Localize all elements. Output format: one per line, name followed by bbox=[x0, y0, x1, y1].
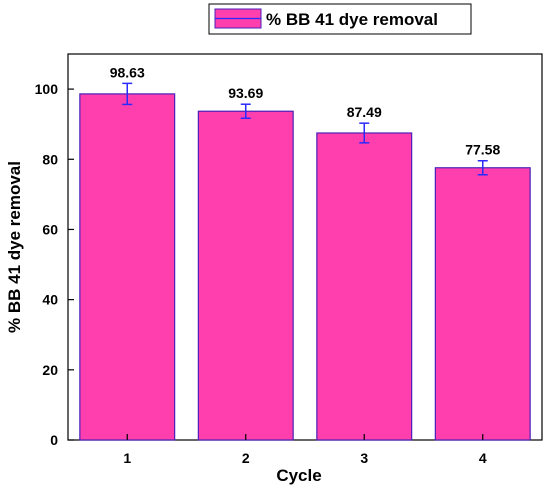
legend: % BB 41 dye removal bbox=[208, 3, 472, 35]
bar-cycle-1 bbox=[79, 93, 176, 441]
x-axis: 1 2 3 4 bbox=[123, 434, 487, 466]
bar-cycle-3 bbox=[316, 132, 413, 441]
data-label-cycle-3: 87.49 bbox=[347, 104, 382, 120]
y-tick-label-60: 60 bbox=[42, 221, 58, 237]
y-axis-title: % BB 41 dye removal bbox=[5, 161, 24, 333]
bars: 98.63 93.69 87.49 77.58 bbox=[79, 64, 531, 441]
y-tick-label-40: 40 bbox=[42, 292, 58, 308]
y-tick-label-100: 100 bbox=[35, 81, 59, 97]
y-tick-label-0: 0 bbox=[50, 432, 58, 448]
y-tick-label-20: 20 bbox=[42, 362, 58, 378]
plot-area bbox=[67, 53, 543, 441]
bar-cycle-4 bbox=[434, 167, 531, 441]
bar-cycle-2 bbox=[197, 110, 294, 441]
x-tick-label-2: 2 bbox=[242, 450, 250, 466]
y-tick-label-80: 80 bbox=[42, 151, 58, 167]
x-axis-title: Cycle bbox=[276, 466, 321, 485]
data-label-cycle-2: 93.69 bbox=[228, 85, 263, 101]
data-label-cycle-4: 77.58 bbox=[465, 142, 500, 158]
data-label-cycle-1: 98.63 bbox=[110, 64, 145, 80]
y-axis: 0 20 40 60 80 100 bbox=[35, 81, 74, 448]
x-tick-label-3: 3 bbox=[360, 450, 368, 466]
x-tick-label-4: 4 bbox=[479, 450, 487, 466]
legend-label: % BB 41 dye removal bbox=[266, 10, 438, 29]
x-tick-label-1: 1 bbox=[123, 450, 131, 466]
